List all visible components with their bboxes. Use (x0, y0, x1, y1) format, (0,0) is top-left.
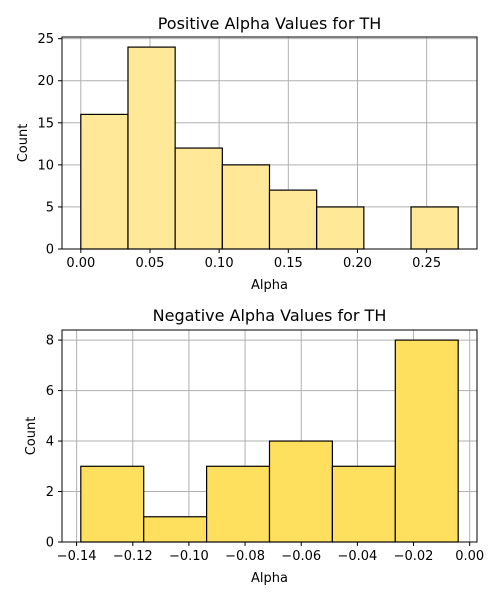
x-tick-label: 0.10 (205, 256, 234, 271)
histogram-bar (174, 147, 223, 250)
x-tick-label: −0.10 (169, 549, 209, 564)
x-tick-label: −0.02 (394, 549, 434, 564)
y-tick-label: 8 (46, 334, 54, 349)
histogram-bar (80, 465, 145, 543)
histogram-bar (221, 164, 271, 250)
x-tick-label: 0.15 (274, 256, 303, 271)
y-tick-label: 2 (46, 485, 54, 500)
x-tick-label: 0.25 (412, 256, 441, 271)
positive-alpha-chart: 0.00 0.05 0.10 0.15 0.20 0.25 0 5 10 15 20 25 Posit… (16, 14, 478, 293)
y-tick-label: 0 (46, 243, 54, 258)
histogram-bar (331, 465, 396, 543)
x-tick-label: 0.00 (66, 256, 95, 271)
x-tick-label: −0.04 (337, 549, 377, 564)
histogram-bar (316, 206, 365, 250)
y-tick-label: 6 (46, 384, 54, 399)
histogram-bar (206, 465, 271, 543)
chart-title: Positive Alpha Values for TH (158, 14, 382, 33)
plot-frame (61, 36, 478, 250)
histogram-bar (80, 113, 129, 250)
y-tick-label: 5 (46, 200, 54, 215)
chart-title: Negative Alpha Values for TH (153, 306, 387, 325)
histogram-bar (127, 46, 176, 250)
x-tick-label: −0.12 (113, 549, 153, 564)
x-tick-label: −0.08 (225, 549, 265, 564)
negative-alpha-chart: −0.14 −0.12 −0.10 −0.08 −0.06 −0.04 −0.02 0.00 0… (24, 306, 484, 586)
x-tick-label: 0.20 (343, 256, 372, 271)
histogram-bar (143, 516, 208, 543)
y-axis-label: Count (24, 417, 39, 456)
y-tick-label: 4 (46, 435, 54, 450)
x-tick-label: 0.00 (455, 549, 484, 564)
histogram-bar (268, 189, 318, 250)
x-axis-label: Alpha (251, 571, 288, 586)
histogram-bar (394, 339, 459, 543)
y-tick-label: 0 (46, 536, 54, 551)
y-axis-label: Count (16, 124, 31, 163)
y-tick-label: 15 (37, 116, 54, 131)
histogram-bar (268, 440, 333, 543)
histogram-bar (410, 206, 459, 250)
x-axis-label: Alpha (251, 278, 288, 293)
x-tick-label: −0.06 (281, 549, 321, 564)
plot-frame (61, 329, 478, 543)
y-tick-label: 10 (37, 158, 54, 173)
y-tick-label: 25 (37, 32, 54, 47)
y-tick-label: 20 (37, 74, 54, 89)
x-tick-label: 0.05 (136, 256, 165, 271)
x-tick-label: −0.14 (57, 549, 97, 564)
